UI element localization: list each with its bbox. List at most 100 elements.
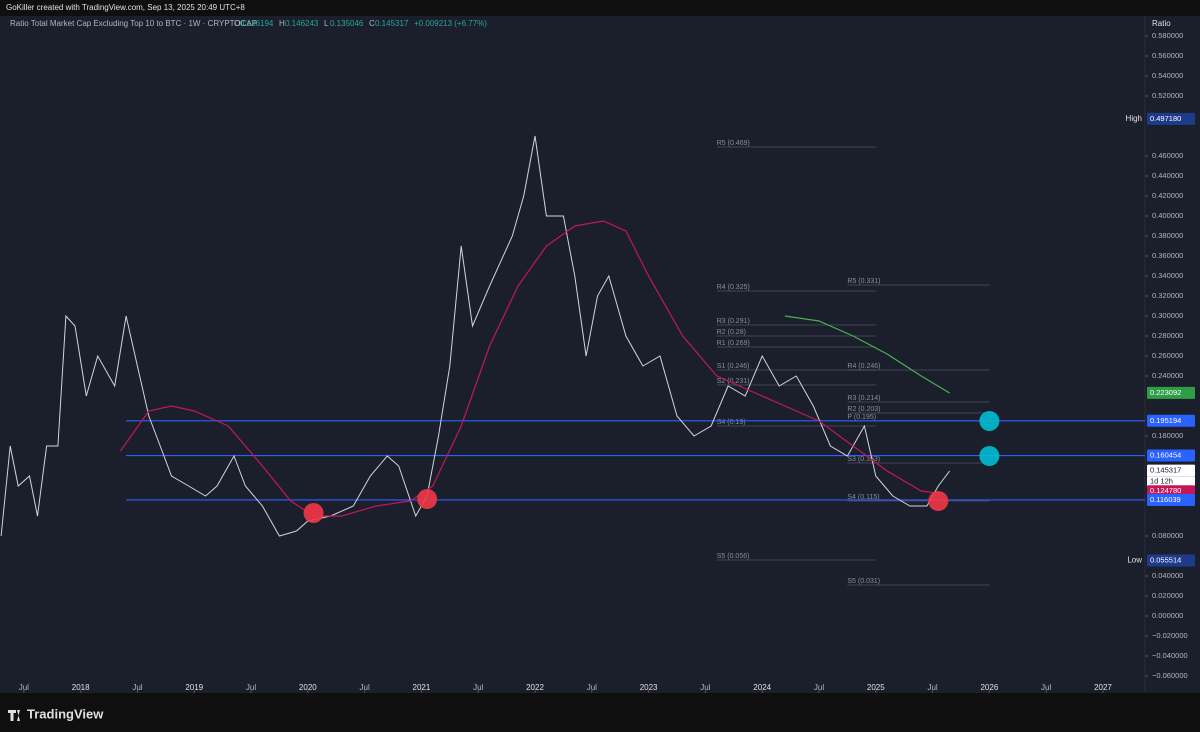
y-tick-label: 0.560000 — [1152, 51, 1183, 60]
y-tick-label: 0.420000 — [1152, 191, 1183, 200]
plot-area — [0, 16, 1145, 693]
y-tick-label: 0.240000 — [1152, 371, 1183, 380]
ohlc-value: 0.146243 — [285, 19, 319, 28]
x-tick-label: 2022 — [526, 683, 544, 692]
pivot-label: S5 (0.031) — [847, 578, 880, 585]
price-axis — [1145, 16, 1200, 693]
x-tick-label: Jul — [132, 683, 142, 692]
price-tag — [1147, 493, 1195, 506]
y-tick-label: 0.040000 — [1152, 571, 1183, 580]
pivot-label: S1 (0.246) — [717, 363, 750, 370]
price-tag-label: 0.160454 — [1150, 451, 1181, 460]
pivot-label: R3 (0.214) — [847, 395, 880, 402]
y-tick-label: 0.000000 — [1152, 611, 1183, 620]
pivot-label: S5 (0.056) — [717, 553, 750, 560]
price-tag-label: 0.145317 — [1150, 466, 1181, 475]
x-tick-label: Jul — [19, 683, 29, 692]
y-tick-label: 0.320000 — [1152, 291, 1183, 300]
y-tick-label: 0.180000 — [1152, 431, 1183, 440]
x-tick-label: Jul — [700, 683, 710, 692]
pivot-label: S4 (0.115) — [847, 494, 879, 501]
y-tick-label: 0.260000 — [1152, 351, 1183, 360]
price-tag — [1147, 464, 1195, 477]
x-tick-label: 2019 — [185, 683, 203, 692]
price-tag — [1147, 112, 1195, 125]
logo-text: TradingView — [27, 706, 104, 721]
y-tick-label: 0.360000 — [1152, 251, 1183, 260]
y-tick-label: 0.280000 — [1152, 331, 1183, 340]
price-tag-label: 0.124780 — [1150, 486, 1181, 495]
x-tick-label: 2021 — [413, 683, 431, 692]
x-tick-label: Jul — [587, 683, 597, 692]
price-tag-label: 0.055514 — [1150, 555, 1181, 564]
y-tick-label: 0.380000 — [1152, 231, 1183, 240]
y-tick-label: 0.400000 — [1152, 211, 1183, 220]
y-tick-label: 0.540000 — [1152, 71, 1183, 80]
marker — [303, 503, 324, 523]
pivot-label: R2 (0.203) — [847, 406, 880, 413]
x-tick-label: Jul — [927, 683, 937, 692]
countdown: 1d 12h — [1150, 477, 1173, 486]
x-tick-label: 2027 — [1094, 683, 1112, 692]
x-tick-label: Jul — [1041, 683, 1051, 692]
x-tick-label: Jul — [814, 683, 824, 692]
marker — [417, 489, 438, 509]
symbol: Ratio Total Market Cap Excluding Top 10 … — [10, 19, 257, 28]
price-tag-label: 0.195194 — [1150, 416, 1181, 425]
price-tag — [1147, 554, 1195, 567]
y-tick-label: −0.060000 — [1152, 671, 1188, 680]
ohlc-value: 0.145317 — [375, 19, 409, 28]
y-tick-label: −0.020000 — [1152, 631, 1188, 640]
x-tick-label: 2020 — [299, 683, 317, 692]
y-tick-label: 0.440000 — [1152, 171, 1183, 180]
logo: TradingView — [8, 706, 104, 721]
ohlc-key: C — [369, 19, 375, 28]
y-tick-label: 0.300000 — [1152, 311, 1183, 320]
pivot-label: S4 (0.19) — [717, 419, 746, 426]
x-tick-label: 2024 — [753, 683, 771, 692]
pivot-label: R2 (0.28) — [717, 329, 746, 336]
price-tag-name: High — [1126, 114, 1142, 123]
y-tick-label: 0.580000 — [1152, 31, 1183, 40]
x-tick-label: Jul — [360, 683, 370, 692]
pivot-label: R1 (0.269) — [717, 340, 750, 347]
pivot-label: P (0.195) — [847, 414, 876, 421]
price-tag-label: 0.497180 — [1150, 114, 1181, 123]
ohlc-key: O — [234, 19, 240, 28]
price-tag-label: 0.223092 — [1150, 388, 1181, 397]
ohlc-key: L — [324, 19, 329, 28]
pivot-label: R3 (0.291) — [717, 318, 750, 325]
price-tag — [1147, 449, 1195, 462]
y-tick-label: −0.040000 — [1152, 651, 1188, 660]
credit: GoKiller created with TradingView.com, S… — [6, 3, 245, 12]
y-tick-label: 0.080000 — [1152, 531, 1183, 540]
indicator-line — [784, 315, 950, 394]
price-tag-label: 0.116039 — [1150, 495, 1181, 504]
indicator-line — [119, 220, 944, 517]
countdown-bg — [1147, 476, 1195, 487]
y-tick-label: 0.340000 — [1152, 271, 1183, 280]
price-line — [0, 135, 950, 537]
x-tick-label: Jul — [246, 683, 256, 692]
pivot-label: R5 (0.331) — [847, 278, 880, 285]
pivot-label: S3 (0.153) — [847, 456, 880, 463]
marker — [979, 446, 1000, 466]
price-tag — [1147, 386, 1195, 399]
x-tick-label: 2023 — [640, 683, 658, 692]
pivot-label: R4 (0.325) — [717, 284, 750, 291]
x-tick-label: 2025 — [867, 683, 885, 692]
price-tag-name: Low — [1127, 556, 1142, 565]
ohlc-key: H — [279, 19, 285, 28]
pivot-label: S2 (0.231) — [717, 378, 750, 385]
y-tick-label: 0.460000 — [1152, 151, 1183, 160]
marker — [928, 491, 949, 511]
ohlc-value: 0.135046 — [330, 19, 364, 28]
x-tick-label: 2026 — [980, 683, 998, 692]
change: +0.009213 (+6.77%) — [414, 19, 487, 28]
y-tick-label: 0.520000 — [1152, 91, 1183, 100]
pivot-label: R4 (0.246) — [847, 363, 880, 370]
ohlc-value: 0.136194 — [240, 19, 274, 28]
axis-title: Ratio — [1152, 19, 1171, 28]
x-tick-label: 2018 — [72, 683, 90, 692]
